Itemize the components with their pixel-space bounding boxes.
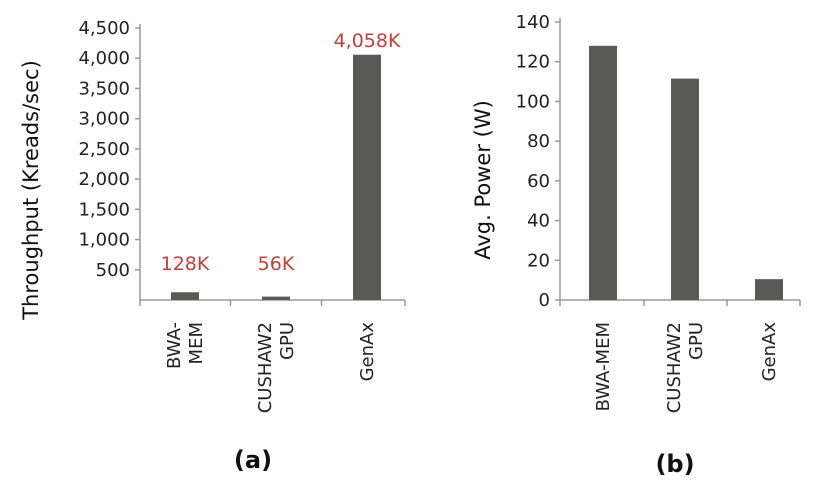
chart1-y-tick-label: 4,000 — [78, 48, 130, 69]
chart1-category-label: GPU — [277, 322, 298, 360]
chart1-category-label: BWA- — [164, 322, 185, 369]
chart1-y-tick-label: 1,500 — [78, 199, 130, 220]
chart2-bar — [589, 45, 617, 301]
chart2-y-tick-label: 80 — [527, 131, 550, 152]
chart1-y-tick-label: 2,000 — [78, 169, 130, 190]
chart1-category-label: MEM — [186, 322, 207, 364]
chart2-y-tick-label: 120 — [516, 52, 550, 73]
chart1-panel-label: (a) — [234, 446, 272, 474]
chart1-bar — [353, 54, 381, 300]
chart2-panel-label: (b) — [655, 450, 694, 478]
chart1-y-axis-title: Throughput (Kreads/sec) — [19, 60, 43, 321]
chart2-category-label: GPU — [686, 322, 707, 360]
chart2-category-label: GenAx — [759, 322, 780, 382]
chart1-data-label: 56K — [258, 253, 295, 275]
chart1-y-tick-label: 2,500 — [78, 139, 130, 160]
chart1-y-tick-label: 3,500 — [78, 78, 130, 99]
chart1-y-tick-label: 500 — [96, 260, 130, 281]
chart1-data-label: 4,058K — [334, 30, 401, 52]
chart1-category-label: GenAx — [357, 322, 378, 382]
chart2-bar — [671, 78, 699, 300]
chart2-category-label: CUSHAW2 — [664, 322, 685, 413]
chart2-y-axis-title: Avg. Power (W) — [471, 100, 495, 260]
chart2-y-tick-label: 40 — [527, 211, 550, 232]
chart2-y-tick-label: 0 — [539, 290, 550, 311]
chart1-bar — [171, 292, 199, 300]
chart1-bar — [262, 296, 290, 300]
chart2-y-tick-label: 20 — [527, 250, 550, 271]
chart2-bar — [755, 279, 783, 300]
chart1-category-label: CUSHAW2 — [255, 322, 276, 413]
chart2-y-tick-label: 60 — [527, 171, 550, 192]
chart1-y-tick-label: 3,000 — [78, 109, 130, 130]
chart1-data-label: 128K — [161, 253, 210, 275]
chart2-category-label: BWA-MEM — [593, 322, 614, 411]
chart2-y-tick-label: 140 — [516, 12, 550, 33]
chart2-y-tick-label: 100 — [516, 91, 550, 112]
chart1-y-tick-label: 1,000 — [78, 230, 130, 251]
chart1-y-tick-label: 4,500 — [78, 18, 130, 39]
